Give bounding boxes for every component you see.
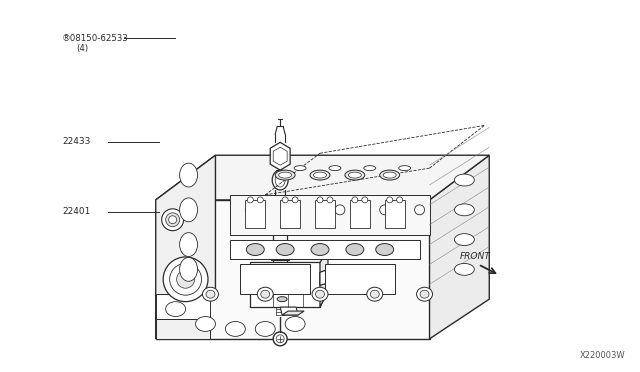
- Ellipse shape: [163, 257, 208, 302]
- Circle shape: [292, 197, 298, 203]
- Ellipse shape: [272, 170, 288, 190]
- Ellipse shape: [180, 257, 198, 281]
- Polygon shape: [429, 155, 489, 339]
- Circle shape: [327, 197, 333, 203]
- Ellipse shape: [376, 244, 394, 256]
- Circle shape: [257, 197, 263, 203]
- Ellipse shape: [348, 172, 362, 178]
- Ellipse shape: [316, 290, 324, 298]
- Ellipse shape: [206, 290, 215, 298]
- Ellipse shape: [380, 170, 399, 180]
- Ellipse shape: [255, 321, 275, 336]
- Ellipse shape: [170, 263, 202, 295]
- Circle shape: [245, 205, 255, 215]
- Bar: [241, 264, 310, 294]
- Polygon shape: [270, 142, 290, 170]
- Ellipse shape: [454, 204, 474, 216]
- Ellipse shape: [294, 166, 306, 171]
- Polygon shape: [250, 262, 320, 307]
- Ellipse shape: [275, 173, 285, 187]
- Polygon shape: [156, 155, 489, 200]
- Ellipse shape: [312, 287, 328, 301]
- Ellipse shape: [371, 290, 380, 298]
- Polygon shape: [156, 155, 216, 339]
- Ellipse shape: [196, 317, 216, 331]
- Circle shape: [335, 205, 345, 215]
- Ellipse shape: [275, 170, 295, 180]
- Ellipse shape: [417, 287, 433, 301]
- Ellipse shape: [180, 198, 198, 222]
- Ellipse shape: [180, 163, 198, 187]
- Polygon shape: [320, 250, 328, 307]
- Polygon shape: [156, 200, 429, 339]
- Bar: [280, 200, 300, 228]
- Text: FRONT: FRONT: [460, 251, 491, 261]
- Text: ®08150-62533: ®08150-62533: [62, 34, 129, 43]
- Circle shape: [282, 197, 288, 203]
- Ellipse shape: [454, 234, 474, 246]
- Ellipse shape: [169, 216, 177, 224]
- Circle shape: [362, 197, 368, 203]
- Ellipse shape: [310, 170, 330, 180]
- Ellipse shape: [364, 166, 376, 171]
- Circle shape: [247, 197, 253, 203]
- Ellipse shape: [225, 321, 245, 336]
- Ellipse shape: [399, 166, 411, 171]
- Ellipse shape: [260, 290, 269, 298]
- Ellipse shape: [383, 172, 396, 178]
- Bar: [385, 200, 404, 228]
- Ellipse shape: [311, 244, 329, 256]
- Circle shape: [415, 205, 424, 215]
- Polygon shape: [282, 311, 304, 315]
- Text: 22433: 22433: [62, 137, 90, 146]
- Bar: [350, 200, 370, 228]
- Ellipse shape: [278, 172, 292, 178]
- Ellipse shape: [346, 244, 364, 256]
- Ellipse shape: [329, 166, 341, 171]
- Ellipse shape: [180, 232, 198, 256]
- Bar: [315, 200, 335, 228]
- Circle shape: [387, 197, 393, 203]
- Ellipse shape: [285, 317, 305, 331]
- Ellipse shape: [166, 302, 186, 317]
- Ellipse shape: [276, 244, 294, 256]
- Ellipse shape: [257, 287, 273, 301]
- Polygon shape: [320, 265, 340, 285]
- Polygon shape: [280, 307, 298, 315]
- Bar: [230, 240, 420, 259]
- Circle shape: [273, 332, 287, 346]
- Ellipse shape: [162, 209, 184, 231]
- Text: 22401: 22401: [62, 207, 90, 217]
- Ellipse shape: [454, 174, 474, 186]
- Circle shape: [397, 197, 403, 203]
- Ellipse shape: [420, 290, 429, 298]
- Circle shape: [317, 197, 323, 203]
- Polygon shape: [156, 319, 211, 339]
- Ellipse shape: [345, 170, 365, 180]
- Polygon shape: [250, 291, 328, 307]
- Text: X220003W: X220003W: [580, 351, 626, 360]
- Ellipse shape: [454, 263, 474, 275]
- Text: (4): (4): [77, 44, 89, 53]
- Ellipse shape: [314, 172, 326, 178]
- Bar: [325, 264, 395, 294]
- Ellipse shape: [367, 287, 383, 301]
- Ellipse shape: [202, 287, 218, 301]
- Circle shape: [290, 205, 300, 215]
- Ellipse shape: [166, 213, 180, 227]
- Bar: [245, 200, 265, 228]
- Circle shape: [380, 205, 390, 215]
- Ellipse shape: [246, 244, 264, 256]
- Circle shape: [276, 335, 284, 343]
- Ellipse shape: [277, 296, 287, 302]
- Ellipse shape: [177, 270, 195, 288]
- Polygon shape: [273, 147, 287, 165]
- Polygon shape: [320, 265, 340, 285]
- Bar: [230, 195, 429, 235]
- Circle shape: [352, 197, 358, 203]
- Polygon shape: [156, 294, 211, 319]
